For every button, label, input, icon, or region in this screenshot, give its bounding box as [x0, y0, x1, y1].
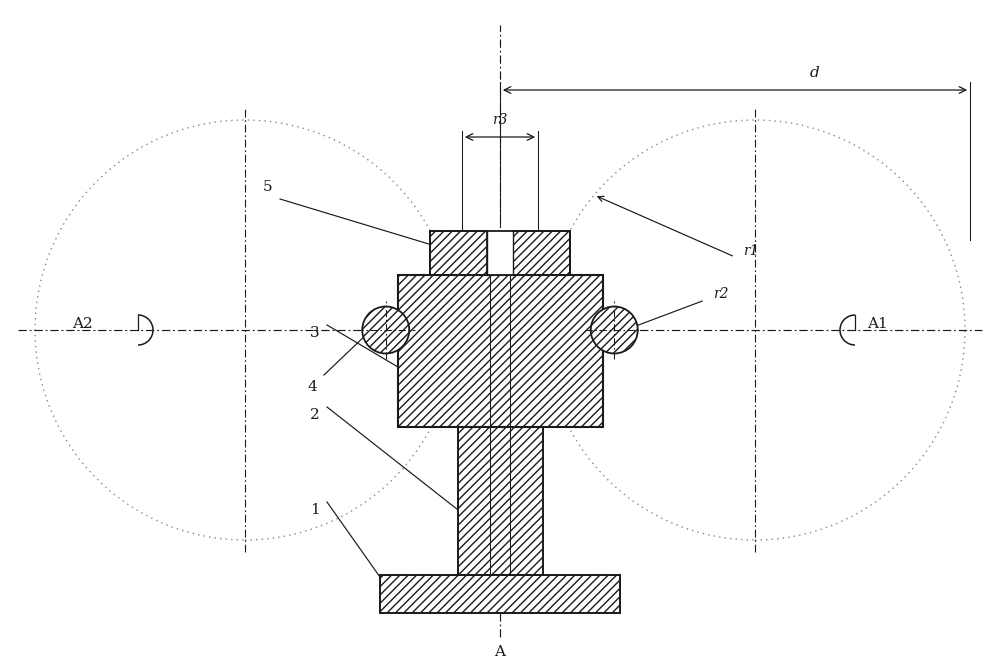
- Text: 5: 5: [263, 180, 273, 194]
- Bar: [513, 231, 570, 275]
- Text: A2: A2: [72, 317, 93, 331]
- Text: r1: r1: [743, 244, 759, 258]
- Text: d: d: [810, 66, 820, 80]
- Bar: [380, 575, 620, 613]
- Bar: [487, 231, 513, 275]
- Bar: [380, 575, 620, 613]
- Text: r2: r2: [713, 287, 728, 301]
- Text: 4: 4: [307, 380, 317, 394]
- Circle shape: [591, 307, 638, 354]
- Text: A: A: [494, 645, 506, 659]
- Text: 2: 2: [310, 408, 320, 422]
- Bar: [458, 427, 542, 575]
- Bar: [458, 427, 542, 575]
- Text: 3: 3: [310, 326, 320, 340]
- Text: 1: 1: [310, 503, 320, 517]
- Bar: [430, 231, 487, 275]
- Bar: [513, 231, 570, 275]
- Bar: [430, 231, 487, 275]
- Bar: [398, 275, 602, 427]
- Circle shape: [362, 307, 409, 354]
- Text: A1: A1: [867, 317, 888, 331]
- Text: r3: r3: [492, 113, 508, 127]
- Bar: [398, 275, 602, 427]
